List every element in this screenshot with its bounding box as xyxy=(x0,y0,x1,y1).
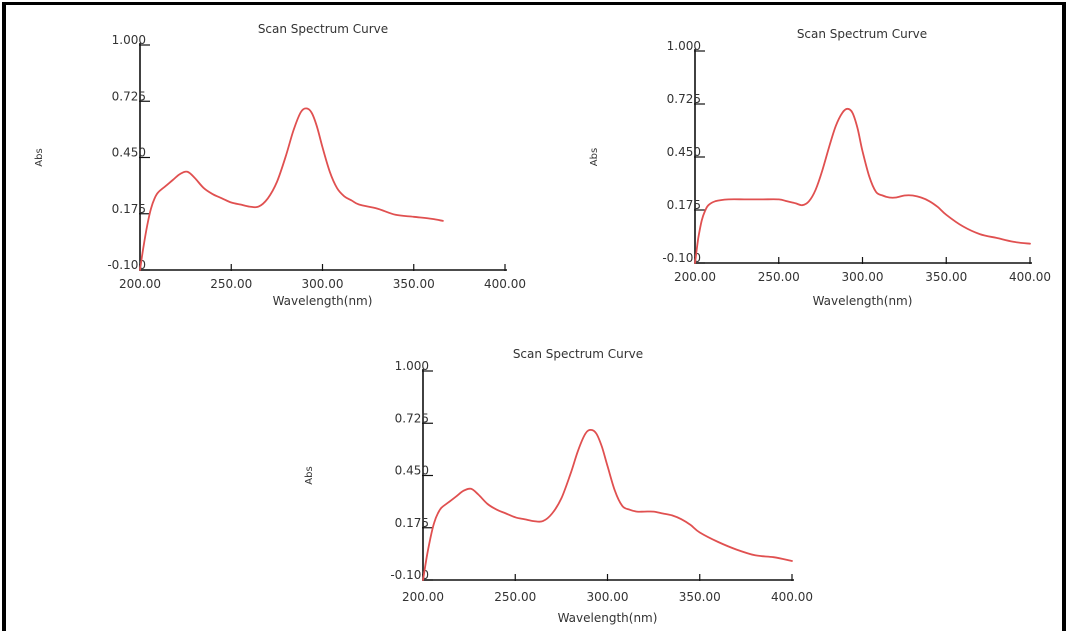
spectrum-chart-1: Scan Spectrum Curve -0.100 0.175 0.450 0.725… xyxy=(34,22,526,308)
x-tick-label: 400.00 xyxy=(771,590,813,604)
y-tick-label: 0.450 xyxy=(395,464,429,478)
x-tick-label: 350.00 xyxy=(393,277,435,291)
y-tick-label: 0.175 xyxy=(112,202,146,216)
x-tick-label: 350.00 xyxy=(925,270,967,284)
x-tick-label: 300.00 xyxy=(587,590,629,604)
x-tick-label: 300.00 xyxy=(842,270,884,284)
y-tick-label: 0.725 xyxy=(395,411,429,425)
chart-title: Scan Spectrum Curve xyxy=(513,347,643,361)
spectrum-line xyxy=(694,107,1031,264)
y-axis-label: Abs xyxy=(34,148,45,166)
y-tick-label: -0.100 xyxy=(662,251,701,265)
spectrum-line xyxy=(422,429,793,581)
x-axis-label: Wavelength(nm) xyxy=(273,294,373,308)
y-tick-label: 0.725 xyxy=(112,89,146,103)
x-tick-label: 300.00 xyxy=(302,277,344,291)
x-tick-label: 200.00 xyxy=(674,270,716,284)
spectrum-chart-2: Scan Spectrum Curve -0.100 0.175 0.450 0.725… xyxy=(589,27,1051,308)
y-tick-label: 0.450 xyxy=(667,145,701,159)
x-axis-label: Wavelength(nm) xyxy=(558,611,658,625)
x-tick-label: 200.00 xyxy=(119,277,161,291)
x-axis-label: Wavelength(nm) xyxy=(813,294,913,308)
x-tick-label: 350.00 xyxy=(679,590,721,604)
y-axis-label: Abs xyxy=(304,466,315,484)
chart-title: Scan Spectrum Curve xyxy=(258,22,388,36)
y-tick-label: 0.175 xyxy=(395,516,429,530)
spectrum-chart-3: Scan Spectrum Curve -0.100 0.175 0.450 0.725… xyxy=(304,347,813,625)
y-tick-label: 0.175 xyxy=(667,198,701,212)
y-axis-label: Abs xyxy=(589,148,600,166)
y-tick-label: 0.725 xyxy=(667,92,701,106)
y-tick-label: 1.000 xyxy=(112,33,146,47)
x-tick-label: 400.00 xyxy=(484,277,526,291)
x-tick-label: 250.00 xyxy=(494,590,536,604)
y-tick-label: -0.100 xyxy=(107,258,146,272)
y-tick-label: -0.100 xyxy=(390,568,429,582)
chart-title: Scan Spectrum Curve xyxy=(797,27,927,41)
y-tick-label: 1.000 xyxy=(395,359,429,373)
x-tick-label: 200.00 xyxy=(402,590,444,604)
y-tick-label: 0.450 xyxy=(112,146,146,160)
x-tick-label: 400.00 xyxy=(1009,270,1051,284)
spectrum-line xyxy=(139,107,444,271)
y-tick-label: 1.000 xyxy=(667,39,701,53)
x-tick-label: 250.00 xyxy=(210,277,252,291)
x-tick-label: 250.00 xyxy=(758,270,800,284)
